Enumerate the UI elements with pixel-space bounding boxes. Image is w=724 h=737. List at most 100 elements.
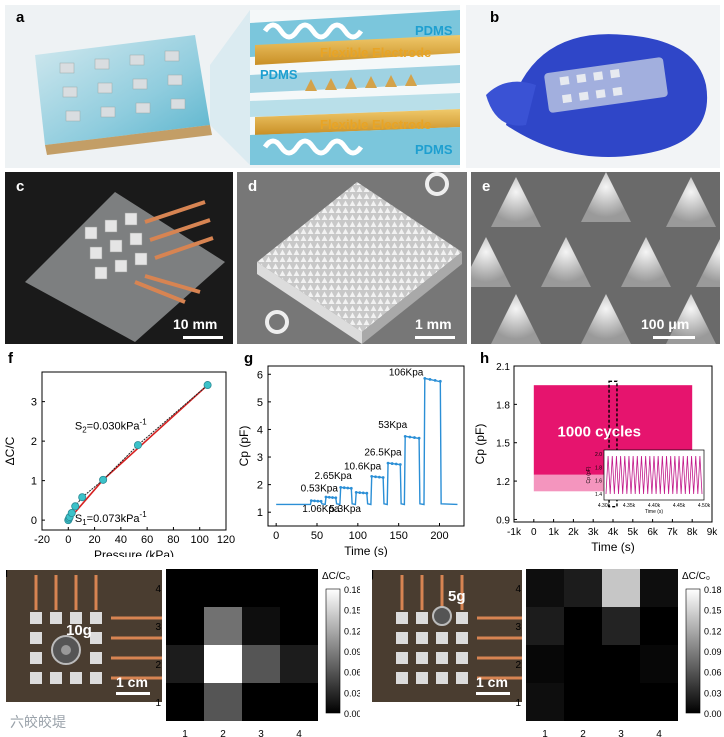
x-tick-label: 7k <box>667 527 679 538</box>
scale-bar-d <box>415 336 455 339</box>
x-tick-label: 5k <box>628 527 640 538</box>
trace-marker <box>354 490 358 494</box>
inset-x-tick: 4.30k <box>598 503 611 509</box>
scale-label-e: 100 μm <box>641 316 690 332</box>
x-tick-label: 0 <box>531 527 537 538</box>
y-tick-label: 0.9 <box>496 515 510 526</box>
cycles-annotation: 1000 cycles <box>558 423 641 440</box>
label-electrode-bottom: Flexible Electrode <box>320 117 432 132</box>
step-label: 2.65Kpa <box>315 471 353 482</box>
x-tick-label: 60 <box>141 534 153 546</box>
x-tick-label: 3k <box>588 527 600 538</box>
weight-label-10g: 10g <box>66 622 92 639</box>
x-tick-label: 120 <box>217 534 235 546</box>
x-tick-label: 1k <box>548 527 560 538</box>
y-tick-label: 1 <box>257 507 263 519</box>
inset-y-label: Cp (pF) <box>586 466 592 483</box>
heatmap-cell <box>640 569 678 607</box>
colorbar-tick-label: 0.18 <box>704 585 722 595</box>
trace-marker <box>398 463 402 466</box>
scale-label-i: 1 cm <box>116 674 148 690</box>
heatmap-cell <box>602 607 640 645</box>
heatmap-cell <box>166 569 204 607</box>
y-tick-label: 2 <box>31 436 37 448</box>
heatmap-cell <box>280 569 318 607</box>
panel-h-chart: h -1k 0 1k 2k 3k 4k 5k 6k 7k 8k 9k 0.9 1.2 1.5 1.8 2.1 T… <box>474 352 724 557</box>
y-axis-label: ΔC/C <box>3 436 17 465</box>
label-pdms-bottom: PDMS <box>415 142 453 157</box>
sensor-with-weight-5g <box>372 570 522 702</box>
panel-label-d: d <box>248 178 258 195</box>
x-tick-label: 3 <box>618 729 624 737</box>
x-tick-label: 2 <box>220 729 226 737</box>
trace-marker <box>417 436 421 440</box>
y-tick-label: 2 <box>515 660 521 671</box>
heatmap-cell <box>640 607 678 645</box>
trace-marker <box>433 378 437 382</box>
x-tick-label: 100 <box>191 534 209 546</box>
panel-e-sem: e 100 μm <box>471 172 720 344</box>
heatmap-cell <box>204 683 242 721</box>
heatmap-cell <box>526 645 564 683</box>
colorbar-tick-label: 0.09 <box>344 647 360 657</box>
heatmap-cell <box>280 645 318 683</box>
y-tick-label: 3 <box>257 452 263 464</box>
panel-d-sem: d 1 mm <box>237 172 467 344</box>
x-axis-label: Time (s) <box>591 540 635 554</box>
trace-marker <box>370 474 374 478</box>
y-tick-label: 2 <box>155 660 161 671</box>
data-point <box>133 441 142 450</box>
colorbar <box>685 588 701 714</box>
sensor-array-photo <box>25 192 225 342</box>
sensitivity-s2-label: S2=0.030kPa-1 <box>75 417 147 434</box>
panel-label-c: c <box>16 178 25 195</box>
scale-bar-c <box>183 336 223 339</box>
heatmap-cell <box>166 607 204 645</box>
trace-marker <box>377 475 381 479</box>
trace-marker <box>313 499 316 503</box>
panel-g-chart: g 0 50 100 150 200 1 2 3 4 5 6 Time (s) Cp (pF) 0.53K… <box>238 352 474 557</box>
heatmap-cell <box>640 645 678 683</box>
x-tick-label: 100 <box>349 530 367 542</box>
data-point <box>67 509 76 518</box>
step-label: 0.53Kpa <box>301 484 339 495</box>
label-pdms-mid: PDMS <box>260 67 298 82</box>
x-tick-label: 200 <box>430 530 448 542</box>
trace-marker <box>361 491 365 495</box>
zoom-box <box>608 380 618 508</box>
inset-x-label: Time (s) <box>645 509 663 515</box>
scale-label-c: 10 mm <box>173 316 218 332</box>
x-tick-label: 2k <box>568 527 580 538</box>
heatmap-cell <box>526 569 564 607</box>
inset-trace <box>605 455 703 495</box>
inset-y-tick: 1.8 <box>595 465 602 471</box>
panel-label-a: a <box>16 9 25 26</box>
panel-a-illustration: a PDMS PDMS Flexible Electrode Flexible … <box>5 5 460 168</box>
label-electrode-top: Flexible Electrode <box>320 45 432 60</box>
sensor-with-weight-10g <box>6 570 162 702</box>
trace-marker <box>346 486 350 490</box>
sem-micro-pyramid-array <box>237 172 467 344</box>
x-tick-label: 20 <box>88 534 100 546</box>
y-tick-label: 4 <box>257 424 263 436</box>
trace-marker <box>324 495 328 499</box>
colorbar-tick-label: 0.06 <box>344 668 360 678</box>
cross-section <box>250 10 460 165</box>
y-tick-label: 1.8 <box>496 400 510 411</box>
panel-label-h: h <box>480 352 490 367</box>
x-tick-label: 0 <box>273 530 279 542</box>
heatmap-cell <box>204 645 242 683</box>
x-tick-label: 4 <box>296 729 302 737</box>
step-label: 53Kpa <box>378 420 407 431</box>
heatmap-cell <box>204 607 242 645</box>
x-tick-label: 3 <box>258 729 264 737</box>
x-tick-label: 50 <box>311 530 323 542</box>
colorbar-tick-label: 0.09 <box>704 647 722 657</box>
colorbar-tick-label: 0.15 <box>704 606 722 616</box>
panel-label-f: f <box>8 352 13 367</box>
colorbar-label: ΔC/C₀ <box>322 571 350 582</box>
capacitance-trace <box>276 377 458 506</box>
trace-marker <box>428 377 432 381</box>
colorbar-tick-label: 0.03 <box>344 688 360 698</box>
trace-marker <box>408 435 412 439</box>
